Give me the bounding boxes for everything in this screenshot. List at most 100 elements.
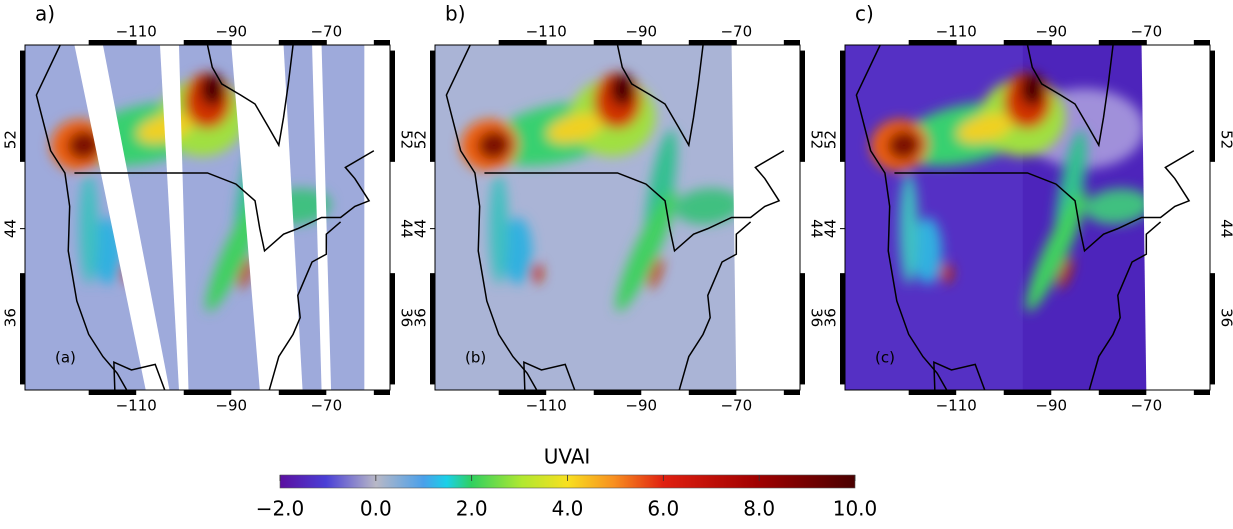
coastline (1026, 45, 1114, 148)
plume-blob (489, 172, 509, 285)
frame-segment (498, 40, 547, 45)
coastline (894, 150, 1195, 253)
no-data-swath (231, 45, 303, 390)
colorbar-tick-label: 0.0 (360, 497, 392, 521)
frame-segment (1193, 390, 1210, 395)
plume-blob (531, 263, 543, 284)
frame-segment (1003, 390, 1052, 395)
frame-segment (593, 390, 642, 395)
coastline (206, 45, 294, 148)
plume-blob (1058, 257, 1073, 289)
lon-tick-label: −90 (625, 23, 657, 41)
lon-tick-label: −70 (720, 397, 752, 415)
no-data-swath (159, 45, 189, 390)
frame-segment (183, 40, 232, 45)
frame-segment (1193, 40, 1210, 45)
plume-blob (200, 72, 225, 107)
frame-segment (593, 40, 642, 45)
frame-segment (840, 50, 845, 162)
lat-tick-label: 52 (1218, 130, 1233, 149)
frame-segment (1003, 40, 1052, 45)
panel-label: a) (35, 2, 55, 26)
panel-inner-label: (c) (875, 349, 895, 367)
frame-segment (20, 273, 25, 385)
lat-tick-label: 36 (1218, 308, 1233, 327)
lat-tick-label: 52 (2, 130, 20, 149)
colorbar-tick-label: 6.0 (647, 497, 679, 521)
map-panel: a) (a) −110 −110 −90 −90 −70 −70 52 52 44 44 36 36 (2, 2, 416, 415)
plume-blob (899, 172, 919, 285)
lon-tick-label: −70 (1130, 397, 1162, 415)
frame-segment (183, 390, 232, 395)
colorbar-tick-label: 8.0 (743, 497, 775, 521)
lat-tick-label: 36 (2, 308, 20, 327)
colorbar-tick-label: 2.0 (456, 497, 488, 521)
lat-tick-label: 44 (822, 219, 840, 238)
colorbar-title: UVAI (544, 445, 591, 469)
lon-tick-label: −90 (1035, 397, 1067, 415)
frame-segment (908, 40, 957, 45)
coastline (616, 45, 704, 148)
frame-segment (1210, 50, 1215, 162)
lon-tick-label: −110 (116, 23, 157, 41)
map-content (845, 45, 1210, 390)
lat-tick-label: 44 (398, 219, 416, 238)
plume-blob (79, 172, 99, 285)
frame-segment (20, 50, 25, 162)
map-panel: b) (b) −110 −110 −90 −90 −70 −70 52 52 44 44 36 36 (412, 2, 826, 415)
frame-segment (688, 40, 737, 45)
frame-segment (88, 40, 137, 45)
frame-segment (278, 40, 327, 45)
lon-tick-label: −70 (310, 23, 342, 41)
plume-blob (913, 217, 942, 285)
lat-tick-label: 52 (398, 130, 416, 149)
plume-blob (1084, 188, 1151, 225)
map-content (435, 45, 800, 390)
plume (870, 72, 1151, 312)
colorbar-tick-label: 4.0 (552, 497, 584, 521)
no-data-swath (74, 45, 170, 390)
panel-label: c) (855, 2, 874, 26)
frame-segment (278, 390, 327, 395)
frame-segment (498, 390, 547, 395)
plume-blob (674, 188, 741, 225)
plume-blob (887, 130, 921, 160)
frame-segment (1098, 40, 1147, 45)
plume (460, 72, 741, 312)
lon-tick-label: −110 (936, 23, 977, 41)
plume-blob (615, 190, 677, 312)
map-content (25, 45, 390, 390)
frame-segment (88, 390, 137, 395)
frame-segment (1210, 273, 1215, 385)
lat-tick-label: 36 (808, 308, 826, 327)
frame-segment (1098, 390, 1147, 395)
no-data-swath (364, 45, 390, 390)
frame-segment (800, 50, 805, 162)
coastline (484, 150, 785, 253)
plume-blob (238, 257, 253, 289)
coastline (1088, 221, 1162, 390)
lon-tick-label: −110 (116, 397, 157, 415)
panel-label: b) (445, 2, 466, 26)
frame-segment (373, 40, 390, 45)
plume-blob (1020, 72, 1045, 107)
plume-blob (477, 130, 511, 160)
lon-tick-label: −90 (215, 23, 247, 41)
lat-tick-label: 44 (1218, 219, 1233, 238)
lat-tick-label: 44 (2, 219, 20, 238)
lat-tick-label: 36 (398, 308, 416, 327)
coastline (74, 150, 375, 253)
no-data-region (731, 45, 800, 390)
frame-segment (688, 390, 737, 395)
coastline (113, 361, 166, 390)
lon-tick-label: −90 (215, 397, 247, 415)
map-panel: c) (c) −110 −110 −90 −90 −70 −70 52 52 44 44 36 36 (822, 2, 1233, 415)
lat-tick-label: 36 (412, 308, 430, 327)
coastline (678, 221, 752, 390)
coastline (933, 361, 986, 390)
frame-segment (373, 390, 390, 395)
lat-tick-label: 36 (822, 308, 840, 327)
colorbar-tick-label: −2.0 (256, 497, 305, 521)
coastline (445, 45, 538, 390)
lon-tick-label: −70 (310, 397, 342, 415)
